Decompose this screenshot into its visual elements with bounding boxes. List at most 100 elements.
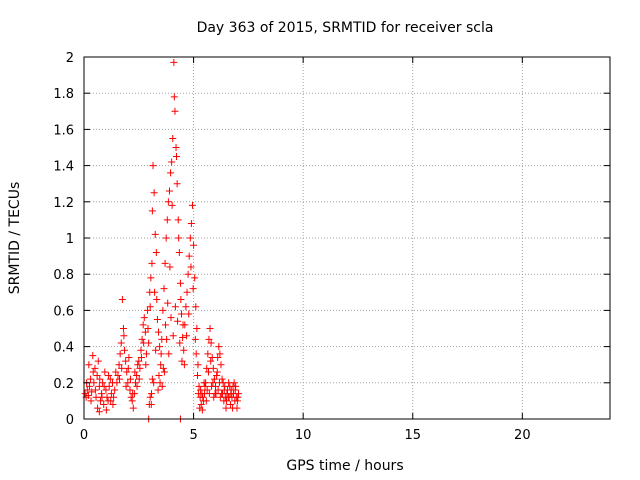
data-point (140, 314, 148, 322)
data-point (122, 357, 130, 365)
data-point (185, 252, 193, 260)
data-point (118, 296, 126, 304)
data-point (230, 379, 238, 387)
data-point (176, 279, 184, 287)
data-point (115, 361, 123, 369)
data-point (185, 310, 193, 318)
data-point (146, 303, 154, 311)
data-point (107, 390, 115, 398)
data-point (137, 353, 145, 361)
data-point (123, 368, 131, 376)
data-point (201, 382, 209, 390)
data-point (171, 303, 179, 311)
data-point (91, 364, 99, 372)
data-point (168, 158, 176, 166)
data-point (209, 364, 217, 372)
data-point (195, 382, 203, 390)
data-point (214, 353, 222, 361)
y-axis-label: SRMTID / TECUs (7, 182, 23, 295)
data-point (156, 343, 164, 351)
data-point (94, 357, 102, 365)
data-point (150, 189, 158, 197)
data-point (100, 401, 108, 409)
data-point (81, 390, 89, 398)
data-point (98, 393, 106, 401)
data-point (192, 303, 200, 311)
data-point (176, 339, 184, 347)
data-point (148, 207, 156, 215)
data-point (215, 343, 223, 351)
data-point (116, 375, 124, 383)
data-point (182, 303, 190, 311)
data-point (101, 368, 109, 376)
data-point (215, 379, 223, 387)
data-point (214, 386, 222, 394)
data-point (152, 346, 160, 354)
data-point (142, 361, 150, 369)
data-point (173, 180, 181, 188)
data-point (120, 332, 128, 340)
data-point (167, 314, 175, 322)
y-tick-label: 1 (66, 232, 74, 247)
data-point (204, 368, 212, 376)
data-point (132, 379, 140, 387)
data-point (213, 368, 221, 376)
data-point (193, 325, 201, 332)
y-tick-label: 1.8 (53, 87, 74, 102)
y-tick-labels: 0 0.2 0.4 0.6 0.8 1 1.2 1.4 1.6 1.8 2 (53, 51, 74, 428)
data-point (184, 270, 192, 278)
data-point (162, 321, 170, 329)
data-point (105, 372, 113, 380)
data-point (145, 339, 153, 347)
y-tick-label: 1.2 (53, 196, 74, 211)
data-point (234, 393, 242, 401)
data-point (137, 346, 145, 354)
y-tick-label: 1.6 (53, 123, 74, 138)
data-point (226, 401, 234, 409)
data-point (155, 328, 163, 336)
y-tick-label: 0.4 (53, 341, 74, 356)
data-point (159, 364, 167, 372)
data-point (162, 234, 170, 242)
data-point (210, 393, 218, 401)
data-point (151, 230, 159, 238)
data-point (165, 187, 173, 195)
data-point (89, 352, 97, 360)
data-point (96, 397, 104, 405)
data-point (207, 339, 215, 347)
data-point (216, 350, 224, 358)
data-point (223, 390, 231, 398)
data-point (207, 357, 215, 365)
y-tick-label: 0.6 (53, 304, 74, 319)
data-point (125, 353, 133, 361)
data-point (129, 404, 137, 412)
data-point (100, 382, 108, 390)
data-point (150, 379, 158, 387)
data-point (87, 397, 95, 405)
data-point (148, 375, 156, 383)
data-point (92, 393, 100, 401)
data-point (156, 379, 164, 387)
data-point (135, 375, 143, 383)
data-point (153, 296, 161, 304)
data-point (233, 404, 241, 412)
data-point (192, 350, 200, 358)
data-point (213, 372, 221, 380)
data-point (194, 361, 202, 369)
y-tick-label: 2 (66, 51, 74, 66)
data-point (89, 368, 97, 376)
data-point (197, 386, 205, 394)
data-point (90, 379, 98, 387)
data-point (124, 364, 132, 372)
data-point (110, 393, 118, 401)
data-point (165, 350, 173, 358)
x-tick-labels: 0 5 10 15 20 (80, 428, 531, 443)
data-point (152, 248, 160, 256)
data-point (194, 372, 202, 380)
data-point (106, 375, 114, 383)
data-point (107, 397, 115, 405)
data-point (177, 296, 185, 304)
x-tick-label: 5 (189, 428, 197, 443)
data-point (161, 259, 169, 267)
